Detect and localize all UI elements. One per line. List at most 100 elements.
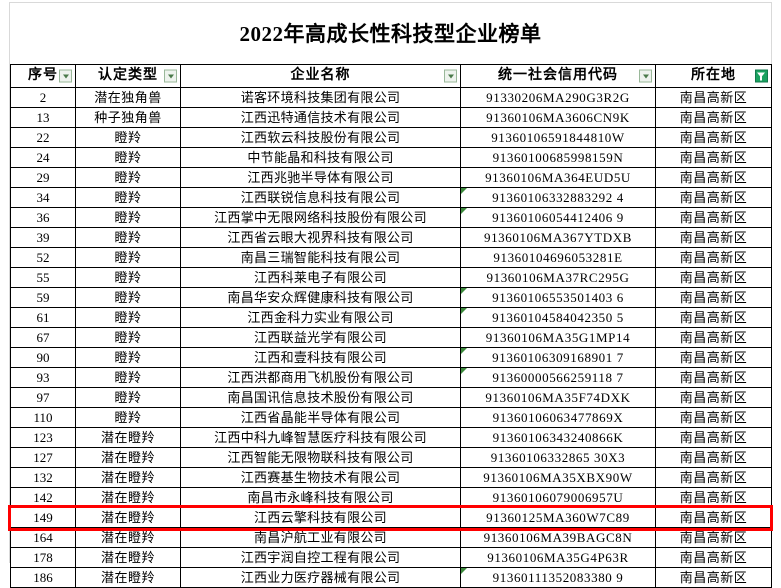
cell-location[interactable]: 南昌高新区 (655, 507, 772, 528)
cell-sequence-number[interactable]: 34 (10, 187, 76, 208)
cell-recognition-type[interactable]: 种子独角兽 (75, 107, 181, 128)
table-row[interactable]: 13 种子独角兽 江西迅特通信技术有限公司 91360106MA3606CN9K 南昌高… (10, 107, 772, 128)
cell-sequence-number[interactable]: 97 (10, 387, 76, 408)
cell-credit-code[interactable]: 91360125MA360W7C89 (460, 507, 656, 528)
cell-recognition-type[interactable]: 瞪羚 (75, 247, 181, 268)
cell-company-name[interactable]: 诺客环境科技集团有限公司 (180, 87, 461, 108)
filter-dropdown-type-icon[interactable] (164, 69, 177, 83)
cell-sequence-number[interactable]: 123 (10, 427, 76, 448)
table-row[interactable]: 93 瞪羚 江西洪都商用飞机股份有限公司 91360000566259118 7 南昌高… (10, 367, 772, 388)
cell-credit-code[interactable]: 91360106MA3606CN9K (460, 107, 656, 128)
cell-company-name[interactable]: 江西云擎科技有限公司 (180, 507, 461, 528)
table-row[interactable]: 29 瞪羚 江西兆驰半导体有限公司 91360106MA364EUD5U 南昌高新区 (10, 167, 772, 188)
cell-location[interactable]: 南昌高新区 (655, 87, 772, 108)
cell-credit-code[interactable]: 91360111352083380 9 (460, 567, 656, 588)
cell-recognition-type[interactable]: 潜在瞪羚 (75, 427, 181, 448)
cell-location[interactable]: 南昌高新区 (655, 227, 772, 248)
cell-sequence-number[interactable]: 36 (10, 207, 76, 228)
cell-credit-code[interactable]: 91360106MA35G4P63R (460, 547, 656, 568)
cell-recognition-type[interactable]: 瞪羚 (75, 347, 181, 368)
cell-credit-code[interactable]: 91360106079006957U (460, 487, 656, 508)
cell-credit-code[interactable]: 91360106MA35G1MP14 (460, 327, 656, 348)
cell-location[interactable]: 南昌高新区 (655, 187, 772, 208)
cell-credit-code[interactable]: 91360100685998159N (460, 147, 656, 168)
cell-recognition-type[interactable]: 潜在瞪羚 (75, 487, 181, 508)
cell-sequence-number[interactable]: 22 (10, 127, 76, 148)
cell-credit-code[interactable]: 91360106063477869X (460, 407, 656, 428)
cell-sequence-number[interactable]: 2 (10, 87, 76, 108)
table-row[interactable]: 39 瞪羚 江西省云眼大视界科技有限公司 91360106MA367YTDXB 南昌高新… (10, 227, 772, 248)
cell-company-name[interactable]: 江西金科力实业有限公司 (180, 307, 461, 328)
cell-recognition-type[interactable]: 潜在瞪羚 (75, 507, 181, 528)
filter-dropdown-code-icon[interactable] (639, 69, 652, 83)
table-row[interactable]: 22 瞪羚 江西软云科技股份有限公司 91360106591844810W 南昌高新区 (10, 127, 772, 148)
cell-credit-code[interactable]: 91360104696053281E (460, 247, 656, 268)
cell-location[interactable]: 南昌高新区 (655, 107, 772, 128)
cell-credit-code[interactable]: 91360106MA35XBX90W (460, 467, 656, 488)
table-row[interactable]: 97 瞪羚 南昌国讯信息技术股份有限公司 91360106MA35F74DXK 南昌高新… (10, 387, 772, 408)
table-row[interactable]: 149 潜在瞪羚 江西云擎科技有限公司 91360125MA360W7C89 南昌高新区 (10, 507, 772, 528)
cell-sequence-number[interactable]: 127 (10, 447, 76, 468)
cell-location[interactable]: 南昌高新区 (655, 387, 772, 408)
filter-dropdown-name-icon[interactable] (444, 69, 457, 83)
cell-sequence-number[interactable]: 132 (10, 467, 76, 488)
cell-credit-code[interactable]: 91360106553501403 6 (460, 287, 656, 308)
cell-company-name[interactable]: 江西中科九峰智慧医疗科技有限公司 (180, 427, 461, 448)
cell-location[interactable]: 南昌高新区 (655, 267, 772, 288)
cell-location[interactable]: 南昌高新区 (655, 367, 772, 388)
cell-company-name[interactable]: 江西软云科技股份有限公司 (180, 127, 461, 148)
cell-company-name[interactable]: 江西业力医疗器械有限公司 (180, 567, 461, 588)
table-row[interactable]: 24 瞪羚 中节能晶和科技有限公司 91360100685998159N 南昌高新区 (10, 147, 772, 168)
cell-recognition-type[interactable]: 瞪羚 (75, 367, 181, 388)
cell-sequence-number[interactable]: 149 (10, 507, 76, 528)
cell-location[interactable]: 南昌高新区 (655, 287, 772, 308)
cell-sequence-number[interactable]: 29 (10, 167, 76, 188)
filter-dropdown-seq-icon[interactable] (59, 69, 72, 83)
cell-location[interactable]: 南昌高新区 (655, 467, 772, 488)
cell-credit-code[interactable]: 91360106MA39BAGC8N (460, 527, 656, 548)
cell-company-name[interactable]: 江西科莱电子有限公司 (180, 267, 461, 288)
cell-company-name[interactable]: 江西兆驰半导体有限公司 (180, 167, 461, 188)
cell-sequence-number[interactable]: 186 (10, 567, 76, 588)
cell-company-name[interactable]: 江西宇润自控工程有限公司 (180, 547, 461, 568)
cell-recognition-type[interactable]: 潜在瞪羚 (75, 547, 181, 568)
cell-location[interactable]: 南昌高新区 (655, 247, 772, 268)
cell-company-name[interactable]: 南昌国讯信息技术股份有限公司 (180, 387, 461, 408)
cell-company-name[interactable]: 江西省云眼大视界科技有限公司 (180, 227, 461, 248)
table-row[interactable]: 34 瞪羚 江西联锐信息科技有限公司 91360106332883292 4 南昌高新区 (10, 187, 772, 208)
cell-location[interactable]: 南昌高新区 (655, 487, 772, 508)
cell-company-name[interactable]: 南昌华安众辉健康科技有限公司 (180, 287, 461, 308)
cell-recognition-type[interactable]: 瞪羚 (75, 167, 181, 188)
filter-active-location-icon[interactable] (755, 69, 768, 83)
table-row[interactable]: 2 潜在独角兽 诺客环境科技集团有限公司 91330206MA290G3R2G 南昌高新… (10, 87, 772, 108)
table-row[interactable]: 90 瞪羚 江西和壹科技有限公司 91360106309168901 7 南昌高新区 (10, 347, 772, 368)
cell-recognition-type[interactable]: 瞪羚 (75, 267, 181, 288)
cell-recognition-type[interactable]: 瞪羚 (75, 187, 181, 208)
table-row[interactable]: 55 瞪羚 江西科莱电子有限公司 91360106MA37RC295G 南昌高新区 (10, 267, 772, 288)
cell-sequence-number[interactable]: 61 (10, 307, 76, 328)
table-row[interactable]: 127 潜在瞪羚 江西智能无限物联科技有限公司 91360106332865 30X3… (10, 447, 772, 468)
cell-credit-code[interactable]: 91360106MA367YTDXB (460, 227, 656, 248)
cell-recognition-type[interactable]: 潜在独角兽 (75, 87, 181, 108)
cell-credit-code[interactable]: 91360106332865 30X3 (460, 447, 656, 468)
cell-sequence-number[interactable]: 164 (10, 527, 76, 548)
cell-company-name[interactable]: 江西智能无限物联科技有限公司 (180, 447, 461, 468)
cell-company-name[interactable]: 江西掌中无限网络科技股份有限公司 (180, 207, 461, 228)
cell-sequence-number[interactable]: 178 (10, 547, 76, 568)
cell-location[interactable]: 南昌高新区 (655, 567, 772, 588)
cell-company-name[interactable]: 江西联锐信息科技有限公司 (180, 187, 461, 208)
cell-credit-code[interactable]: 91360000566259118 7 (460, 367, 656, 388)
cell-location[interactable]: 南昌高新区 (655, 167, 772, 188)
cell-company-name[interactable]: 南昌三瑞智能科技有限公司 (180, 247, 461, 268)
cell-credit-code[interactable]: 91330206MA290G3R2G (460, 87, 656, 108)
cell-location[interactable]: 南昌高新区 (655, 427, 772, 448)
table-row[interactable]: 132 潜在瞪羚 江西赛基生物技术有限公司 91360106MA35XBX90W 南昌高… (10, 467, 772, 488)
cell-company-name[interactable]: 南昌沪航工业有限公司 (180, 527, 461, 548)
cell-recognition-type[interactable]: 潜在瞪羚 (75, 567, 181, 588)
cell-credit-code[interactable]: 91360106MA364EUD5U (460, 167, 656, 188)
cell-company-name[interactable]: 江西联益光学有限公司 (180, 327, 461, 348)
table-row[interactable]: 110 瞪羚 江西省晶能半导体有限公司 91360106063477869X 南昌高新区 (10, 407, 772, 428)
cell-company-name[interactable]: 中节能晶和科技有限公司 (180, 147, 461, 168)
table-row[interactable]: 178 潜在瞪羚 江西宇润自控工程有限公司 91360106MA35G4P63R 南昌高… (10, 547, 772, 568)
